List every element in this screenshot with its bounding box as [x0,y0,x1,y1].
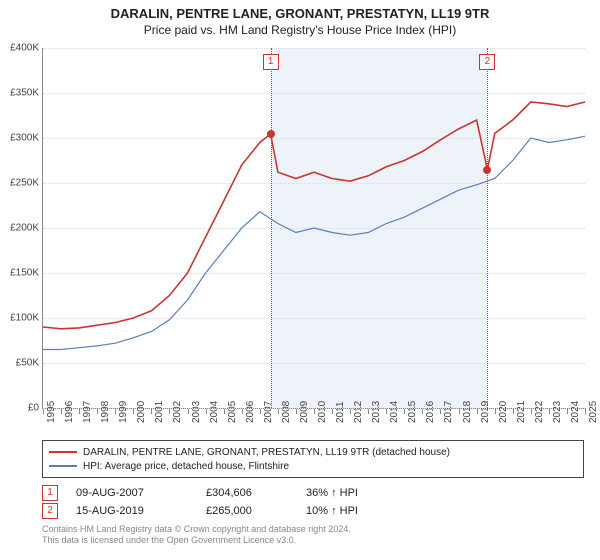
licence-line-2: This data is licensed under the Open Gov… [42,535,351,546]
y-axis-label: £200K [1,223,39,234]
y-axis-label: £350K [1,88,39,99]
grid-line [43,408,585,409]
record-pct: 10% ↑ HPI [306,505,396,517]
licence-line-1: Contains HM Land Registry data © Crown c… [42,524,351,535]
series-hpi [43,136,585,349]
record-row: 1 09-AUG-2007£304,60636% ↑ HPI [42,484,396,502]
x-axis-label: 2025 [588,401,599,423]
y-axis-label: £100K [1,313,39,324]
record-price: £265,000 [206,505,306,517]
y-axis-label: £250K [1,178,39,189]
x-tick [585,408,586,414]
record-price: £304,606 [206,487,306,499]
licence-text: Contains HM Land Registry data © Crown c… [42,524,351,547]
marker-dot [267,130,275,138]
chart-title: DARALIN, PENTRE LANE, GRONANT, PRESTATYN… [0,0,600,21]
legend-item: HPI: Average price, detached house, Flin… [49,459,577,473]
legend-swatch [49,465,77,467]
y-axis-label: £150K [1,268,39,279]
y-axis-label: £400K [1,43,39,54]
y-axis-label: £50K [1,358,39,369]
legend-swatch [49,451,77,453]
record-row: 2 15-AUG-2019£265,00010% ↑ HPI [42,502,396,520]
record-pct: 36% ↑ HPI [306,487,396,499]
marker-index-box: 1 [263,54,279,70]
legend-item: DARALIN, PENTRE LANE, GRONANT, PRESTATYN… [49,445,577,459]
record-date: 15-AUG-2019 [76,505,206,517]
chart-subtitle: Price paid vs. HM Land Registry's House … [0,21,600,41]
marker-dot [483,166,491,174]
record-index-box: 2 [42,503,58,519]
container: DARALIN, PENTRE LANE, GRONANT, PRESTATYN… [0,0,600,560]
legend-label: HPI: Average price, detached house, Flin… [83,461,289,472]
series-price_paid [43,102,585,329]
legend-label: DARALIN, PENTRE LANE, GRONANT, PRESTATYN… [83,447,450,458]
chart-area: £0£50K£100K£150K£200K£250K£300K£350K£400… [42,48,585,409]
marker-index-box: 2 [479,54,495,70]
record-date: 09-AUG-2007 [76,487,206,499]
y-axis-label: £0 [1,403,39,414]
record-index-box: 1 [42,485,58,501]
chart-lines [43,48,585,408]
price-records: 1 09-AUG-2007£304,60636% ↑ HPI 2 15-AUG-201… [42,484,396,520]
y-axis-label: £300K [1,133,39,144]
legend-box: DARALIN, PENTRE LANE, GRONANT, PRESTATYN… [42,440,584,478]
